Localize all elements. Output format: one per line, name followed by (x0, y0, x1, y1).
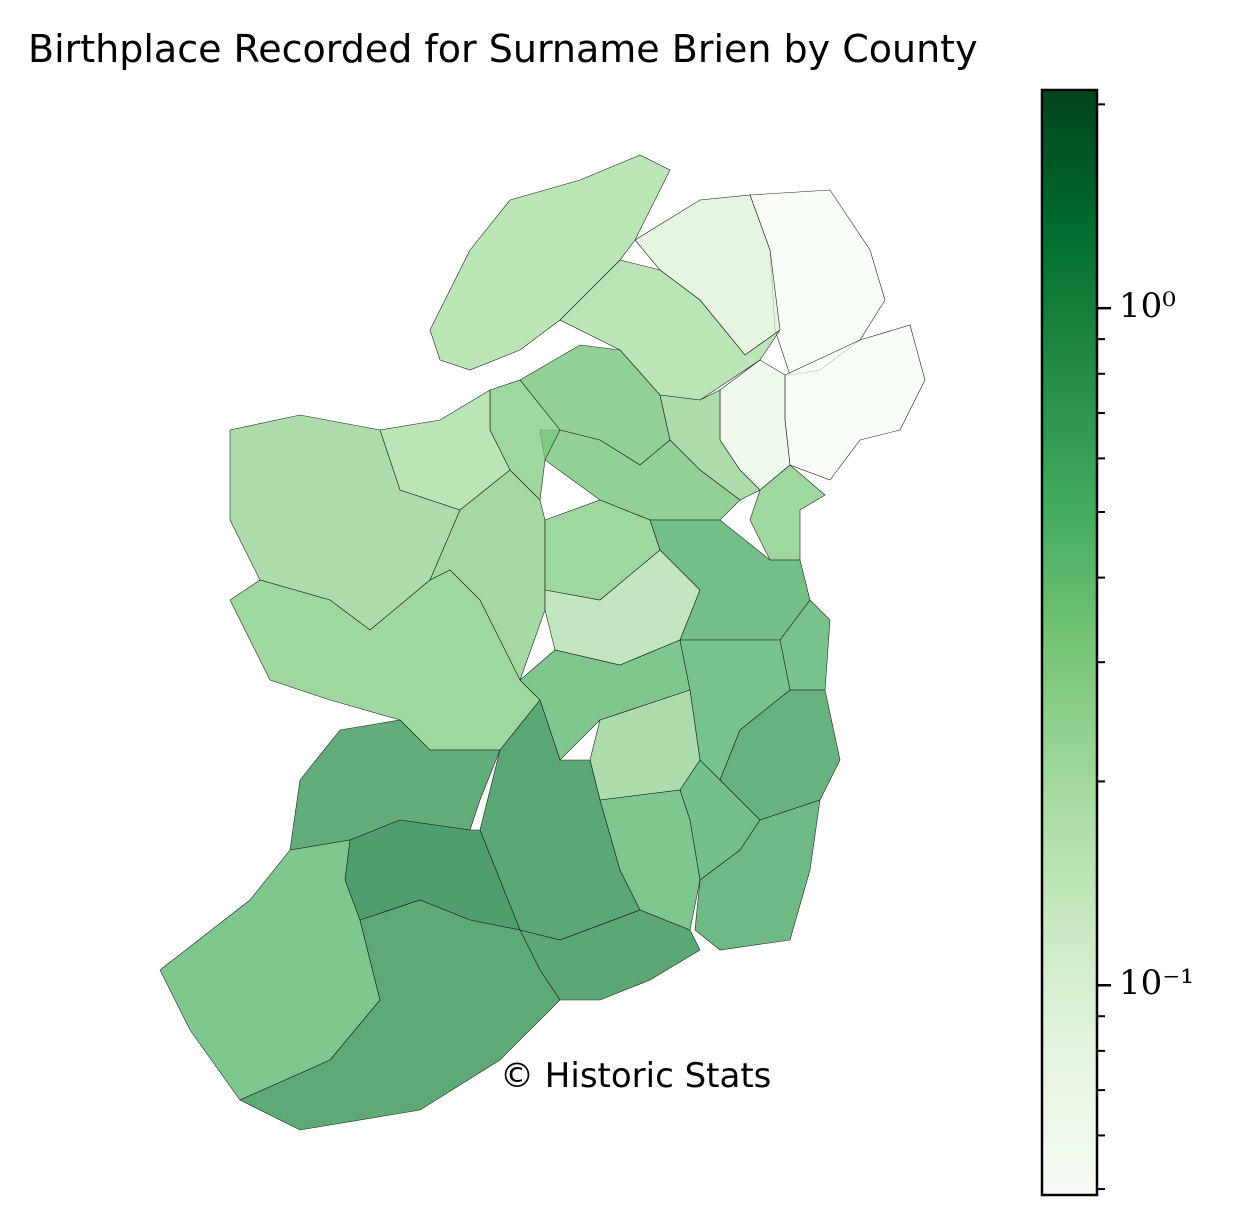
colorbar (1040, 88, 1099, 1197)
watermark: © Historic Stats (500, 1056, 771, 1096)
map-title: Birthplace Recorded for Surname Brien by… (28, 27, 978, 71)
county (694, 799, 821, 951)
colorbar-ticks: 10⁰ 10⁻¹ (1097, 103, 1194, 1191)
regions (159, 154, 926, 1131)
colorbar-tick-label: 10⁻¹ (1119, 963, 1194, 1003)
colorbar-tick-label: 10⁰ (1119, 286, 1176, 326)
county (749, 464, 826, 561)
county (239, 899, 561, 1131)
county (429, 154, 671, 371)
county (539, 429, 741, 521)
